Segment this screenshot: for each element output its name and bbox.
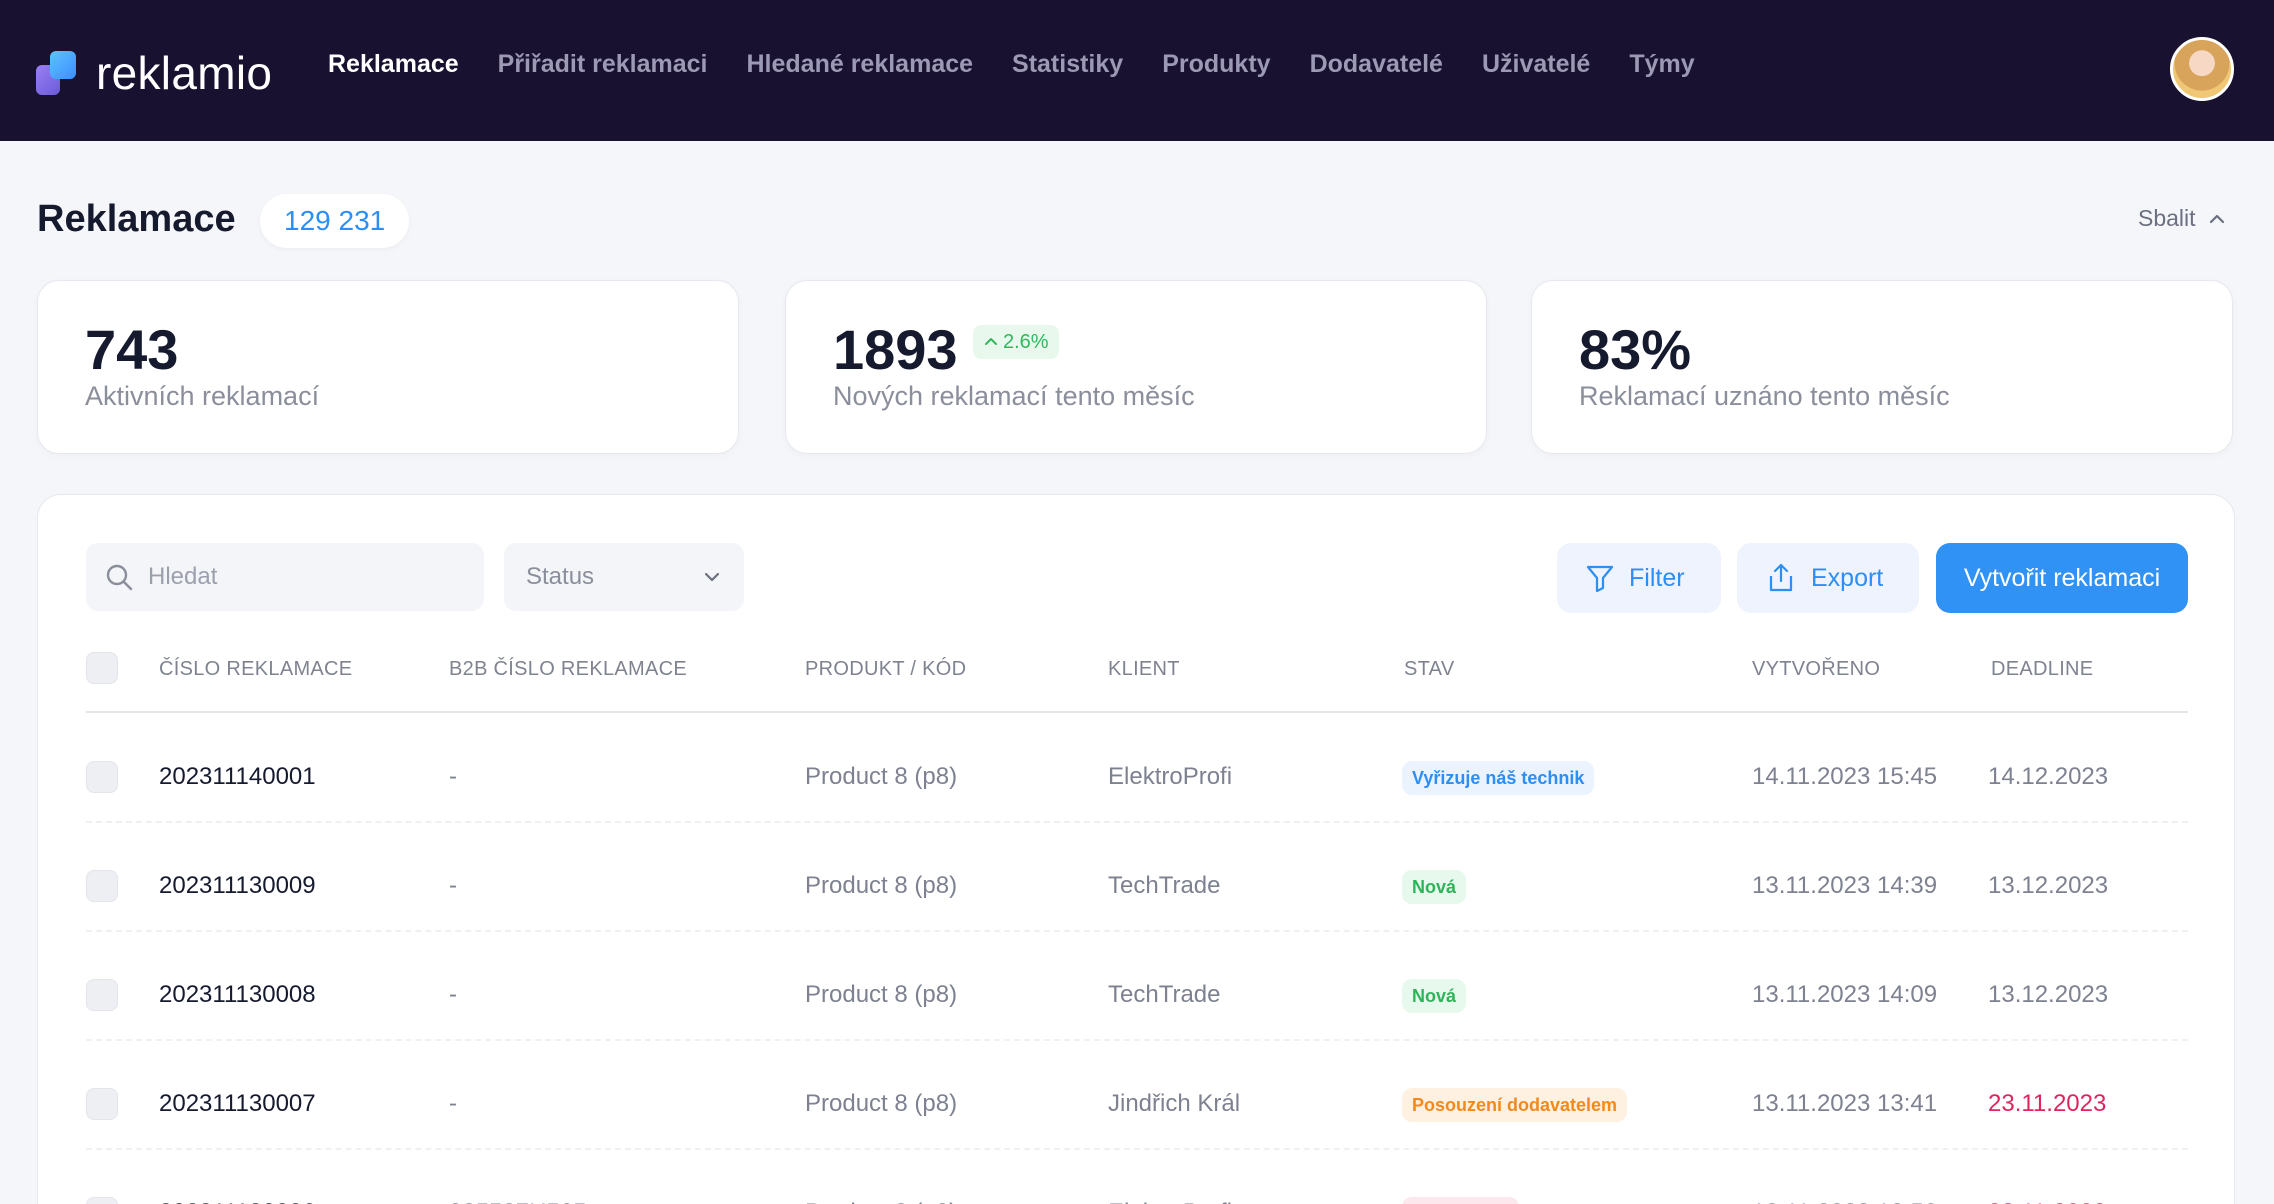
- header-divider: [86, 711, 2188, 713]
- user-avatar[interactable]: [2170, 37, 2234, 101]
- export-label: Export: [1811, 563, 1884, 592]
- filter-icon: [1586, 565, 1614, 593]
- column-header-klient[interactable]: KLIENT: [1108, 658, 1180, 680]
- cell-created: 13.11.2023 14:09: [1752, 981, 1938, 1008]
- cell-product: Product 8 (p8): [805, 981, 958, 1008]
- status-badge: Nová: [1402, 979, 1467, 1013]
- row-divider: [86, 1039, 2188, 1041]
- export-icon: [1769, 563, 1793, 592]
- cell-product: Product 8 (p8): [805, 1199, 957, 1204]
- row-checkbox[interactable]: [86, 761, 118, 793]
- collapse-button[interactable]: Sbalit: [2138, 205, 2226, 232]
- nav-item-priradit-reklamaci[interactable]: Přiřadit reklamaci: [497, 50, 708, 78]
- cell-created: 13.11.2023 12:56: [1752, 1199, 1937, 1204]
- cell-deadline: 23.11.2023: [1988, 1199, 2106, 1204]
- nav-item-statistiky[interactable]: Statistiky: [1012, 50, 1124, 78]
- cell-deadline: 23.11.2023: [1988, 1090, 2107, 1117]
- cell-complaint-number: 202311140001: [159, 763, 316, 790]
- column-header-cislo[interactable]: ČÍSLO REKLAMACE: [159, 658, 353, 680]
- stat-label: Aktivních reklamací: [85, 381, 320, 411]
- export-button[interactable]: Export: [1737, 543, 1919, 613]
- trend-badge: 2.6%: [973, 325, 1059, 359]
- cell-deadline: 13.12.2023: [1988, 981, 2109, 1008]
- row-divider: [86, 1148, 2188, 1150]
- trend-value: 2.6%: [1003, 330, 1049, 353]
- row-checkbox[interactable]: [86, 1088, 118, 1120]
- nav-item-uzivatele[interactable]: Uživatelé: [1481, 50, 1591, 78]
- cell-created: 13.11.2023 14:39: [1752, 872, 1938, 899]
- nav-item-produkty[interactable]: Produkty: [1162, 50, 1271, 78]
- stat-card-accepted: 83% Reklamací uznáno tento měsíc: [1531, 280, 2233, 454]
- cell-complaint-number: 202311130008: [159, 981, 316, 1008]
- cell-b2b-number: -: [449, 872, 457, 899]
- complaints-table-panel: Hledat Status Filter Export Vytvořit rek…: [37, 494, 2235, 1204]
- nav-item-reklamace[interactable]: Reklamace: [328, 50, 459, 78]
- nav-item-tymy[interactable]: Týmy: [1629, 50, 1695, 78]
- stat-label: Nových reklamací tento měsíc: [833, 381, 1195, 411]
- cell-client: ElektroProfi: [1108, 763, 1233, 790]
- stat-card-new: 1893 2.6% Nových reklamací tento měsíc: [785, 280, 1487, 454]
- cell-created: 13.11.2023 13:41: [1752, 1090, 1938, 1117]
- filter-button[interactable]: Filter: [1557, 543, 1721, 613]
- cell-complaint-number: 202311130007: [159, 1090, 316, 1117]
- cell-b2b-number: -: [449, 763, 457, 790]
- cell-deadline: 13.12.2023: [1988, 872, 2109, 899]
- row-checkbox[interactable]: [86, 979, 118, 1011]
- cell-product: Product 8 (p8): [805, 1090, 958, 1117]
- status-badge: Nová: [1402, 870, 1467, 904]
- logo-mark-icon: [36, 51, 80, 95]
- row-checkbox[interactable]: [86, 1197, 118, 1204]
- cell-b2b-number: 985527H565: [449, 1199, 586, 1204]
- cell-product: Product 8 (p8): [805, 763, 958, 790]
- cell-created: 14.11.2023 15:45: [1752, 763, 1938, 790]
- row-divider: [86, 930, 2188, 932]
- column-header-stav[interactable]: STAV: [1404, 658, 1455, 680]
- search-input[interactable]: Hledat: [86, 543, 484, 611]
- nav-item-hledane-reklamace[interactable]: Hledané reklamace: [746, 50, 974, 78]
- cell-complaint-number: 202311130009: [159, 872, 316, 899]
- trend-up-icon: [985, 338, 997, 345]
- select-all-checkbox[interactable]: [86, 652, 118, 684]
- stat-card-active: 743 Aktivních reklamací: [37, 280, 739, 454]
- collapse-label: Sbalit: [2138, 205, 2196, 231]
- total-count-badge: 129 231: [260, 194, 410, 248]
- stat-label: Reklamací uznáno tento měsíc: [1579, 381, 1950, 411]
- cell-product: Product 8 (p8): [805, 872, 958, 899]
- chevron-up-icon: [2209, 214, 2224, 223]
- cell-deadline: 14.12.2023: [1988, 763, 2109, 790]
- search-placeholder: Hledat: [148, 563, 218, 590]
- cell-client: TechTrade: [1108, 872, 1221, 899]
- cell-client: Jindřich Král: [1108, 1090, 1241, 1117]
- column-header-deadline[interactable]: DEADLINE: [1991, 658, 2094, 680]
- cell-b2b-number: -: [449, 981, 457, 1008]
- column-header-b2b[interactable]: B2B ČÍSLO REKLAMACE: [449, 658, 688, 680]
- cell-client: TechTrade: [1108, 981, 1221, 1008]
- row-checkbox[interactable]: [86, 870, 118, 902]
- logo-text: reklamio: [96, 47, 273, 99]
- status-select-label: Status: [526, 563, 595, 590]
- cell-client: ElektroProfi: [1108, 1199, 1232, 1204]
- cell-complaint-number: 202311130006: [159, 1199, 316, 1204]
- top-navigation-bar: reklamio Reklamace Přiřadit reklamaci Hl…: [0, 0, 2274, 141]
- logo[interactable]: reklamio: [36, 47, 273, 99]
- cell-b2b-number: -: [449, 1090, 457, 1117]
- create-complaint-button[interactable]: Vytvořit reklamaci: [1936, 543, 2188, 613]
- column-header-vytvoreno[interactable]: VYTVOŘENO: [1752, 658, 1881, 680]
- nav-item-dodavatele[interactable]: Dodavatelé: [1309, 50, 1443, 78]
- column-header-produkt[interactable]: PRODUKT / KÓD: [805, 658, 967, 680]
- status-select[interactable]: Status: [504, 543, 744, 611]
- stat-value: 743: [85, 318, 179, 381]
- chevron-down-icon: [704, 572, 720, 582]
- stat-value: 83%: [1579, 318, 1692, 381]
- search-icon: [106, 564, 133, 591]
- stat-value: 1893: [833, 318, 958, 381]
- row-divider: [86, 821, 2188, 823]
- status-badge: Vyřizuje náš technik: [1402, 761, 1595, 795]
- filter-label: Filter: [1629, 563, 1685, 592]
- status-badge: Dokončena: [1402, 1197, 1520, 1204]
- main-nav: Reklamace Přiřadit reklamaci Hledané rek…: [328, 50, 1734, 79]
- page-title: Reklamace: [37, 198, 236, 240]
- status-badge: Posouzení dodavatelem: [1402, 1088, 1628, 1122]
